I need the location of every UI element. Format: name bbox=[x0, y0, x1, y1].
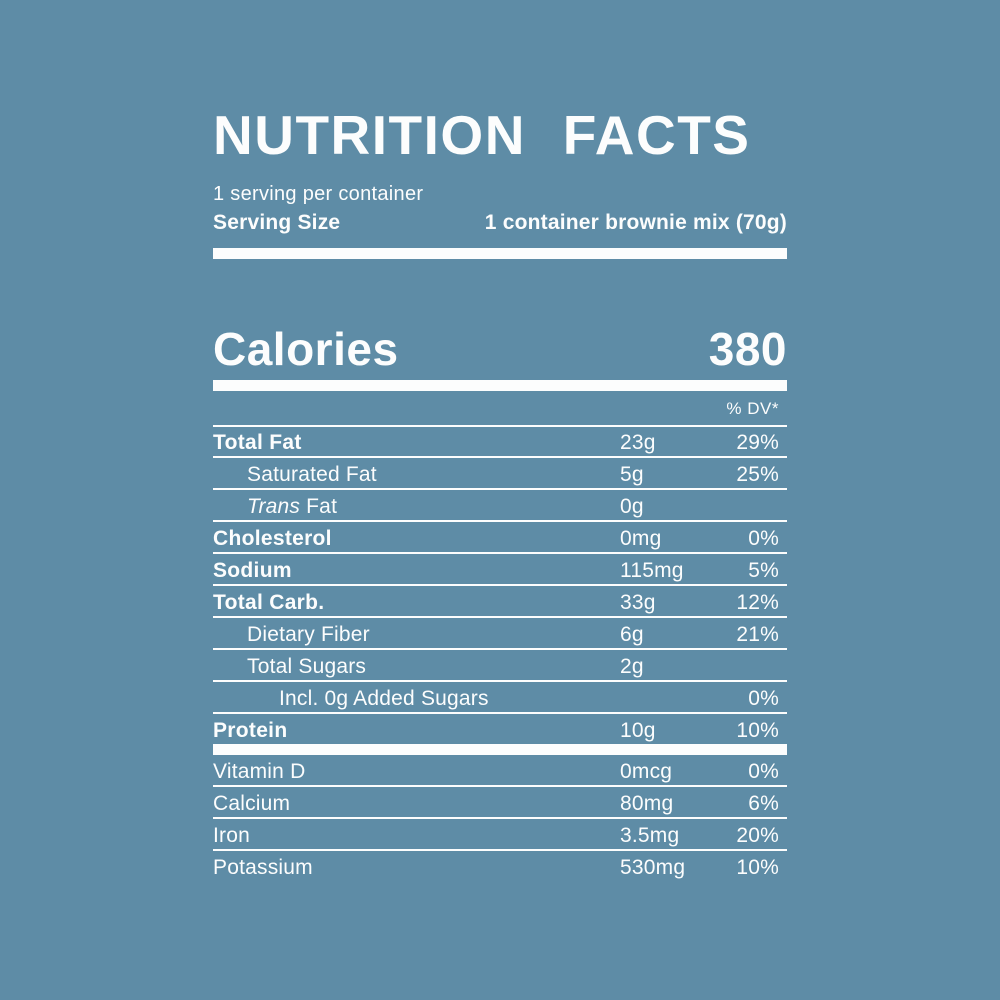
nutrient-name: Sodium bbox=[213, 559, 292, 582]
daily-value-header: % DV* bbox=[213, 399, 787, 427]
nutrient-name: Trans Fat bbox=[247, 495, 338, 518]
nutrient-name: Vitamin D bbox=[213, 760, 306, 783]
nutrient-row: Vitamin D 0mcg 0% bbox=[213, 755, 787, 787]
nutrient-name: Total Carb. bbox=[213, 591, 325, 614]
calories-value: 380 bbox=[708, 323, 787, 375]
divider-bar-top bbox=[213, 248, 787, 259]
serving-size-row: Serving Size 1 container brownie mix (70… bbox=[213, 211, 787, 235]
nutrient-amount: 2g bbox=[620, 655, 644, 678]
nutrient-amount: 33g bbox=[620, 591, 656, 614]
nutrient-daily-value: 29% bbox=[736, 431, 779, 454]
nutrient-name: Cholesterol bbox=[213, 527, 332, 550]
nutrient-amount: 0g bbox=[620, 495, 644, 518]
nutrient-row: Iron 3.5mg 20% bbox=[213, 819, 787, 851]
nutrient-daily-value: 21% bbox=[736, 623, 779, 646]
nutrient-name: Protein bbox=[213, 719, 288, 742]
serving-size-label: Serving Size bbox=[213, 211, 341, 234]
nutrient-row: Calcium 80mg 6% bbox=[213, 787, 787, 819]
nutrient-row: Sodium 115mg 5% bbox=[213, 554, 787, 586]
nutrient-name: Saturated Fat bbox=[247, 463, 377, 486]
nutrient-rows: Total Fat 23g 29% Saturated Fat 5g 25% Trans F… bbox=[213, 426, 787, 881]
nutrient-daily-value: 10% bbox=[736, 719, 779, 742]
nutrient-amount: 5g bbox=[620, 463, 644, 486]
nutrient-name: Total Sugars bbox=[247, 655, 367, 678]
nutrient-amount: 0mcg bbox=[620, 760, 673, 783]
nutrient-amount: 530mg bbox=[620, 856, 686, 879]
nutrient-daily-value: 0% bbox=[748, 760, 779, 783]
nutrient-daily-value: 6% bbox=[748, 792, 779, 815]
nutrient-row: Saturated Fat 5g 25% bbox=[213, 458, 787, 490]
divider-bar-mid bbox=[213, 380, 787, 391]
serving-size-value: 1 container brownie mix (70g) bbox=[484, 211, 787, 234]
nutrient-amount: 0mg bbox=[620, 527, 662, 550]
nutrient-row: Dietary Fiber 6g 21% bbox=[213, 618, 787, 650]
nutrient-name: Incl. 0g Added Sugars bbox=[279, 687, 489, 710]
nutrient-row: Total Sugars 2g bbox=[213, 650, 787, 682]
nutrient-row: Total Fat 23g 29% bbox=[213, 426, 787, 458]
nutrient-daily-value: 5% bbox=[748, 559, 779, 582]
nutrient-name: Dietary Fiber bbox=[247, 623, 370, 646]
nutrient-amount: 6g bbox=[620, 623, 644, 646]
nutrient-name: Iron bbox=[213, 824, 250, 847]
nutrient-daily-value: 0% bbox=[748, 687, 779, 710]
nutrient-daily-value: 20% bbox=[736, 824, 779, 847]
nutrient-name: Potassium bbox=[213, 856, 313, 879]
nutrient-row: Total Carb. 33g 12% bbox=[213, 586, 787, 618]
nutrient-daily-value: 12% bbox=[736, 591, 779, 614]
nutrient-row: Potassium 530mg 10% bbox=[213, 851, 787, 881]
nutrient-amount: 80mg bbox=[620, 792, 674, 815]
nutrient-daily-value: 25% bbox=[736, 463, 779, 486]
nutrient-amount: 115mg bbox=[620, 559, 684, 582]
nutrient-daily-value: 0% bbox=[748, 527, 779, 550]
servings-per-container: 1 serving per container bbox=[213, 183, 424, 205]
nutrient-amount: 23g bbox=[620, 431, 656, 454]
nutrient-row: Trans Fat 0g bbox=[213, 490, 787, 522]
nutrient-name: Total Fat bbox=[213, 431, 302, 454]
nutrient-row: Cholesterol 0mg 0% bbox=[213, 522, 787, 554]
nutrient-row: Incl. 0g Added Sugars 0% bbox=[213, 682, 787, 714]
label-title: NUTRITION FACTS bbox=[213, 104, 751, 166]
calories-label: Calories bbox=[213, 323, 399, 375]
nutrient-row: Protein 10g 10% bbox=[213, 714, 787, 755]
nutrient-daily-value: 10% bbox=[736, 856, 779, 879]
nutrient-amount: 3.5mg bbox=[620, 824, 680, 847]
calories-row: Calories 380 bbox=[213, 326, 787, 372]
nutrient-amount: 10g bbox=[620, 719, 656, 742]
nutrient-name: Calcium bbox=[213, 792, 291, 815]
